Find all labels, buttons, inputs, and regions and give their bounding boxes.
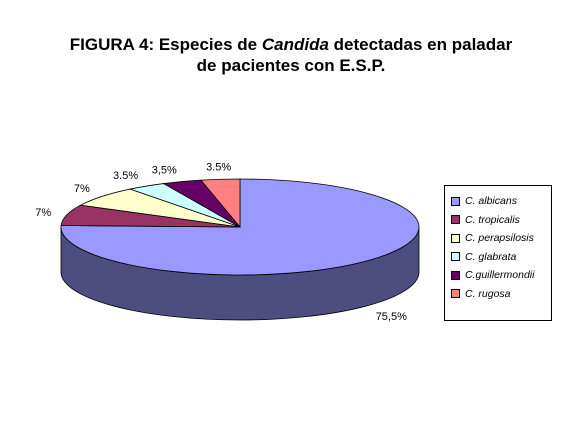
legend-item-c-tropicalis: C. tropicalis — [451, 211, 551, 230]
legend-item-c-rugosa: C. rugosa — [451, 285, 551, 304]
chart-title-genus: Candida — [261, 35, 329, 54]
legend-label: C. perapsilosis — [465, 232, 534, 245]
data-label-c-albicans: 75,5% — [376, 311, 407, 323]
data-label-c-perapsilosis: 7% — [74, 183, 90, 195]
chart-legend: C. albicans C. tropicalis C. perapsilosis C… — [444, 185, 552, 321]
data-label-c-tropicalis: 7% — [35, 207, 51, 219]
legend-label: C. rugosa — [465, 287, 511, 300]
legend-swatch — [451, 252, 460, 262]
legend-item-c-glabrata: C. glabrata — [451, 248, 551, 267]
legend-label: C.guillermondii — [465, 269, 535, 282]
data-label-c-guillermondii: 3,5% — [152, 164, 177, 176]
chart-title-suffix: detectadas en paladar — [328, 35, 513, 54]
legend-swatch — [451, 270, 460, 280]
legend-swatch — [451, 289, 460, 299]
chart-title: FIGURA 4: Especies de Candida detectadas… — [0, 34, 582, 76]
data-label-c-glabrata: 3.5% — [113, 170, 138, 182]
pie-top — [60, 178, 420, 276]
chart-title-line2: de pacientes con E.S.P. — [196, 56, 386, 75]
legend-item-c-guillermondii: C.guillermondii — [451, 266, 551, 285]
legend-label: C. albicans — [465, 195, 517, 208]
legend-label: C. glabrata — [465, 250, 517, 263]
pie-data-labels: 75,5% 7% 7% 3.5% 3,5% 3.5% — [35, 161, 407, 322]
legend-swatch — [451, 233, 460, 243]
data-label-c-rugosa: 3.5% — [206, 161, 231, 173]
legend-item-c-albicans: C. albicans — [451, 192, 551, 211]
legend-item-c-perapsilosis: C. perapsilosis — [451, 229, 551, 248]
chart-title-prefix: FIGURA 4: Especies de — [69, 35, 262, 54]
legend-swatch — [451, 196, 460, 206]
chart-title-line1: FIGURA 4: Especies de Candida detectadas… — [0, 34, 582, 55]
legend-label: C. tropicalis — [465, 213, 520, 226]
pie-slice-c-rugosa — [200, 178, 241, 229]
legend-swatch — [451, 215, 460, 225]
